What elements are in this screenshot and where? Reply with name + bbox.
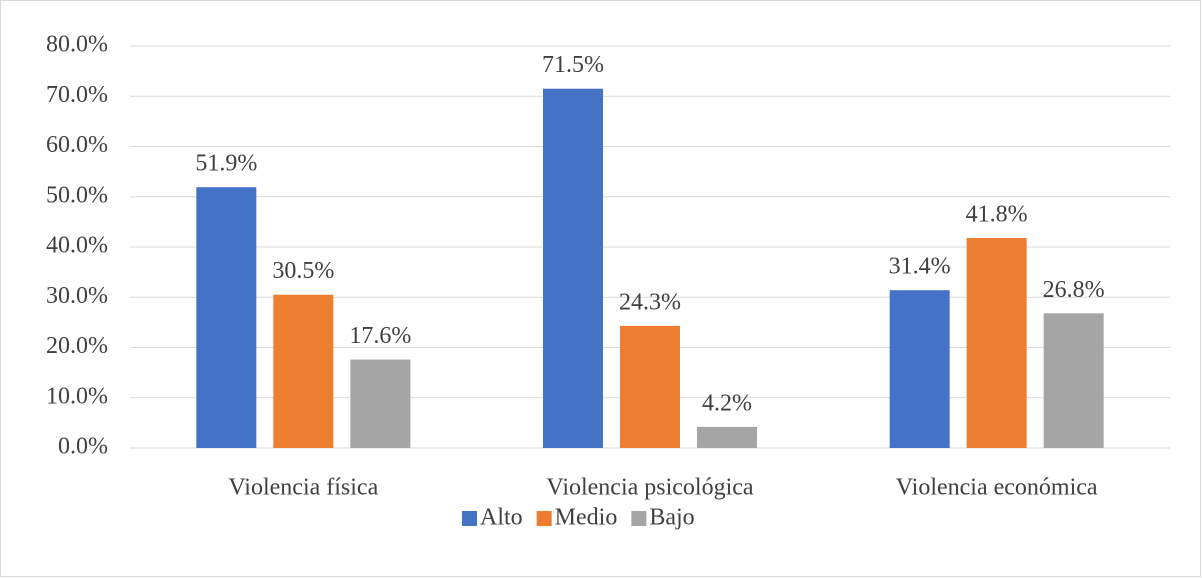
data-label: 4.2% [702,390,752,416]
data-label: 17.6% [349,323,411,349]
data-label: 71.5% [542,52,604,78]
legend-swatch [536,511,552,526]
data-label: 24.3% [619,289,681,315]
data-label: 51.9% [195,151,257,177]
x-tick-label: Violencia económica [896,475,1098,501]
data-label: 41.8% [966,201,1028,227]
data-label: 30.5% [272,258,334,284]
legend-label: Medio [555,505,618,531]
legend-swatch [631,511,647,526]
data-label: 31.4% [889,254,951,280]
y-tick-label: 0.0% [58,434,108,460]
y-tick-label: 30.0% [46,283,108,309]
legend-label: Bajo [649,505,694,531]
x-tick-label: Violencia física [228,475,378,501]
bar [697,426,757,448]
y-tick-label: 50.0% [46,182,108,208]
data-label: 26.8% [1043,277,1105,303]
bar [543,88,603,449]
y-tick-label: 60.0% [46,132,108,158]
y-tick-label: 20.0% [46,333,108,359]
y-tick-label: 80.0% [46,32,108,58]
legend-label: Alto [480,505,523,531]
legend-swatch [462,511,477,526]
x-tick-label: Violencia psicológica [546,475,754,501]
bar [966,237,1027,448]
bar [1043,313,1104,448]
bar [196,187,257,448]
y-tick-label: 10.0% [46,383,108,409]
bar [889,290,950,448]
bar [620,325,680,448]
y-tick-label: 40.0% [46,233,108,259]
y-tick-label: 70.0% [46,82,108,108]
bar [350,359,411,448]
bar [273,294,334,448]
